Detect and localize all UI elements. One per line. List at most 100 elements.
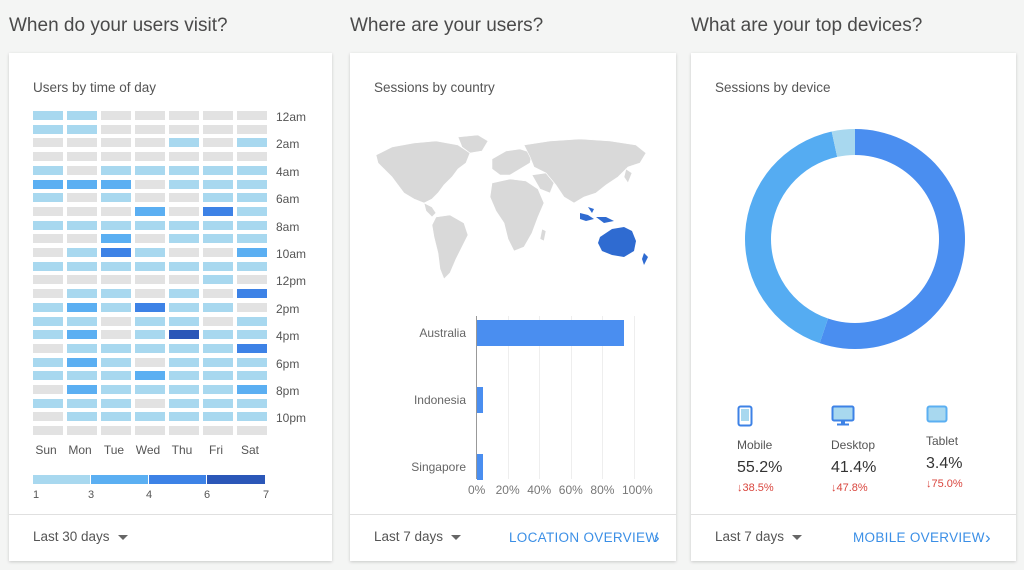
heatmap-cell (237, 316, 267, 326)
day-label: Mon (68, 443, 92, 457)
arrow-down-icon: ↓ (737, 482, 743, 494)
heatmap-cell (101, 302, 131, 312)
heatmap-cell (203, 357, 233, 367)
date-range-dropdown[interactable]: Last 7 days (715, 529, 803, 544)
heatmap-cell (203, 371, 233, 381)
heatmap-cell (101, 275, 131, 285)
mobile-overview-link[interactable]: MOBILE OVERVIEW (853, 530, 985, 545)
heatmap-cell (237, 289, 267, 299)
donut-slice-desktop[interactable] (745, 131, 838, 344)
heatmap-cell (135, 152, 165, 162)
heatmap-cell (67, 248, 97, 257)
heatmap-cell (169, 343, 199, 353)
heatmap-cell (135, 302, 165, 312)
device-label: Desktop (831, 438, 876, 452)
map-north-america (375, 140, 471, 204)
heatmap-cell (237, 165, 267, 175)
hour-label: 12am (276, 110, 307, 124)
date-range-dropdown[interactable]: Last 30 days (33, 529, 128, 544)
heatmap-cell (67, 234, 97, 244)
heatmap-cell (169, 412, 199, 422)
donut-slice-mobile[interactable] (819, 129, 965, 349)
heatmap-cell (101, 398, 131, 408)
heatmap-cell (237, 193, 267, 203)
gridline (570, 316, 572, 479)
card-title: Sessions by country (374, 80, 495, 95)
heatmap-cell (135, 124, 165, 134)
map-indonesia-highlight (580, 207, 614, 223)
heatmap-cell (33, 426, 63, 436)
heatmap-cell (101, 343, 131, 353)
heatmap-cell (33, 385, 63, 394)
arrow-down-icon: ↓ (831, 482, 837, 494)
heatmap-cell (169, 261, 199, 271)
heatmap-cell (101, 248, 131, 257)
heatmap-cell (203, 330, 233, 340)
heatmap-cell (203, 398, 233, 408)
legend-swatch (33, 475, 90, 484)
heatmap-cell (33, 343, 63, 353)
map-madagascar (539, 228, 547, 242)
bar-indonesia[interactable] (477, 387, 484, 413)
chevron-right-icon[interactable]: › (654, 528, 660, 547)
hour-label: 8pm (276, 384, 300, 398)
bar-singapore[interactable] (477, 454, 484, 480)
heatmap-cell (33, 302, 63, 312)
heatmap-cell (203, 138, 233, 148)
heatmap-cell (135, 275, 165, 285)
device-percent: 55.2% (737, 459, 783, 476)
caret-down-icon (117, 534, 128, 540)
hour-label: 6am (276, 192, 300, 207)
heatmap-cell (169, 206, 199, 216)
heatmap-cell (67, 261, 97, 271)
heatmap-cell (101, 111, 131, 120)
heatmap-cell (135, 138, 165, 148)
country-card: Sessions by country Last (350, 53, 676, 561)
section-title-where: Where are your users? (350, 15, 544, 36)
heatmap-cell (203, 206, 233, 216)
heatmap-cell (101, 152, 131, 162)
donut-slice-tablet[interactable] (831, 129, 855, 157)
bar-category-label: Singapore (411, 460, 466, 474)
hour-label: 2am (276, 137, 300, 152)
heatmap-cell (169, 275, 199, 285)
heatmap-cell (67, 275, 97, 285)
gridline (476, 316, 477, 479)
heatmap-cell (169, 316, 199, 326)
date-range-dropdown[interactable]: Last 7 days (374, 529, 462, 544)
device-desktop: Desktop 41.4% ↓47.8% (831, 405, 911, 494)
location-overview-link[interactable]: LOCATION OVERVIEW (509, 530, 659, 545)
device-delta-value: 47.8% (836, 482, 868, 494)
heatmap-cell (67, 165, 97, 175)
map-middle-east (531, 172, 555, 194)
heatmap-cell (33, 330, 63, 340)
heatmap-cell (135, 179, 165, 189)
heatmap-cell (169, 138, 199, 148)
heatmap-cell (33, 357, 63, 367)
heatmap-cell (203, 193, 233, 203)
heatmap-cell (237, 261, 267, 271)
heatmap-cell (169, 193, 199, 203)
legend-label: 6 (204, 489, 211, 501)
hour-label: 4pm (276, 329, 300, 344)
hour-label: 8am (276, 219, 300, 234)
heatmap-cell (169, 330, 199, 340)
heatmap-cell (33, 206, 63, 216)
axis-tick-label: 40% (527, 483, 552, 497)
gridline (602, 316, 604, 479)
arrow-down-icon: ↓ (926, 478, 932, 490)
device-card: Sessions by device Mobile 55.2% ↓38.5% D… (691, 53, 1016, 561)
heatmap-cell (169, 220, 199, 230)
device-delta-value: 38.5% (742, 482, 774, 494)
bar-category-label: Australia (419, 326, 466, 340)
device-delta: ↓75.0% (926, 478, 1006, 490)
bar-australia[interactable] (477, 320, 624, 346)
heatmap-cell (169, 165, 199, 175)
section-title-visit: When do your users visit? (9, 15, 228, 36)
heatmap-cell (237, 179, 267, 189)
heatmap-cell (67, 343, 97, 353)
heatmap-cell (67, 289, 97, 299)
heatmap-cell (169, 248, 199, 257)
heatmap-cell (33, 248, 63, 257)
chevron-right-icon[interactable]: › (985, 528, 991, 547)
